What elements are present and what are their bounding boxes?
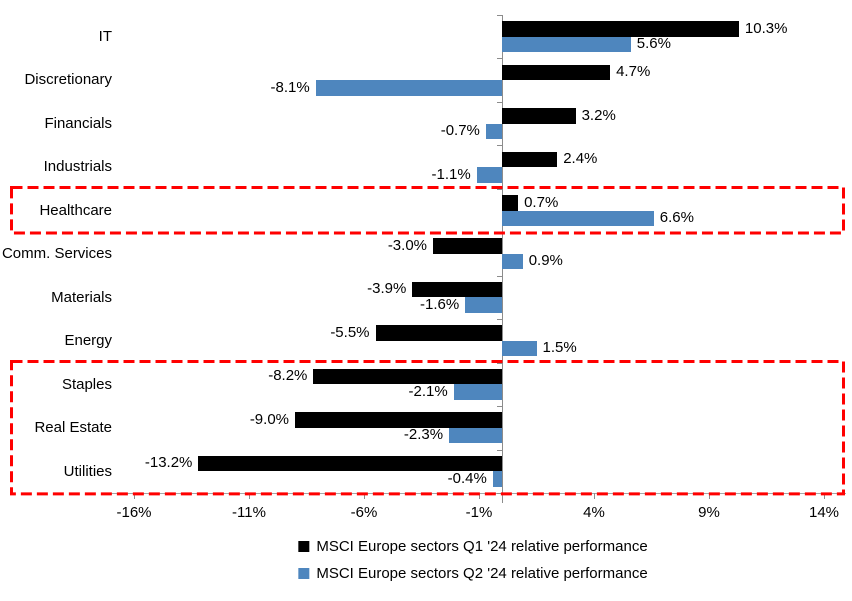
value-label-q2-real-estate: -2.3%	[403, 426, 444, 444]
legend-label-q1: MSCI Europe sectors Q1 '24 relative perf…	[316, 538, 648, 555]
category-label-materials: Materials	[51, 288, 112, 306]
bar-q2-industrials	[476, 167, 502, 183]
bar-q1-comm-services	[433, 238, 502, 254]
x-axis-tick-label: 4%	[583, 504, 605, 521]
category-axis-tick	[497, 58, 502, 60]
x-axis-tick	[594, 493, 595, 499]
category-axis-tick	[497, 319, 502, 321]
bar-q1-industrials	[502, 151, 558, 168]
category-axis-tick	[497, 406, 502, 408]
x-axis-tick	[134, 493, 135, 499]
value-label-q2-industrials: -1.1%	[431, 165, 471, 183]
bar-q2-real-estate	[449, 427, 502, 444]
highlight-box-healthcare-dashed-border	[10, 185, 845, 235]
category-label-energy: Energy	[64, 332, 112, 350]
category-axis-tick	[497, 101, 502, 103]
legend-item-q2: MSCI Europe sectors Q2 '24 relative perf…	[298, 565, 648, 582]
category-label-healthcare: Healthcare	[39, 201, 112, 219]
category-axis-tick	[497, 275, 502, 277]
x-axis-tick	[479, 493, 480, 499]
bar-q2-discretionary	[315, 80, 502, 96]
category-label-it: IT	[98, 28, 112, 45]
value-label-q1-energy: -5.5%	[330, 323, 370, 341]
x-axis-tick-label: 14%	[808, 504, 840, 521]
x-axis-tick-label: 9%	[698, 504, 720, 521]
value-label-q1-materials: -3.9%	[367, 280, 407, 298]
value-label-q1-utilities: -13.2%	[144, 454, 193, 472]
value-label-q2-it: 5.6%	[636, 35, 671, 53]
legend: MSCI Europe sectors Q1 '24 relative perf…	[298, 538, 648, 582]
x-axis-tick	[364, 493, 365, 499]
x-axis-tick-label: -6%	[350, 504, 378, 521]
legend-swatch-q1-icon	[298, 541, 310, 552]
value-label-q1-discretionary: 4.7%	[616, 63, 651, 81]
category-label-real-estate: Real Estate	[34, 419, 112, 437]
x-axis-tick-label: -16%	[116, 504, 152, 521]
bar-q2-it	[502, 36, 631, 53]
legend-swatch-q2-icon	[298, 568, 310, 579]
x-axis-tick-label: -11%	[232, 504, 266, 521]
value-label-q2-healthcare: 6.6%	[659, 209, 694, 227]
bar-q1-materials	[412, 281, 502, 298]
bar-q2-energy	[502, 340, 537, 357]
bar-q2-utilities	[492, 471, 502, 487]
bar-q1-financials	[502, 108, 576, 124]
x-axis-tick	[709, 493, 710, 499]
value-label-q1-industrials: 2.4%	[563, 150, 598, 168]
value-label-q1-comm-services: -3.0%	[387, 236, 427, 254]
category-label-industrials: Industrials	[43, 158, 112, 176]
category-axis-tick	[497, 188, 502, 190]
bar-q2-comm-services	[502, 253, 523, 270]
value-label-q1-staples: -8.2%	[268, 367, 308, 385]
bar-q1-it	[502, 21, 739, 37]
value-label-q2-energy: 1.5%	[542, 339, 577, 357]
bar-q2-materials	[465, 297, 502, 313]
bar-q2-staples	[453, 384, 502, 400]
value-label-q2-discretionary: -8.1%	[270, 78, 310, 96]
category-axis-bottom-tick	[502, 490, 503, 503]
value-label-q1-it: 10.3%	[744, 19, 788, 37]
category-label-comm-services: Comm. Services	[1, 245, 112, 263]
category-axis-tick	[497, 145, 502, 147]
value-label-q1-real-estate: -9.0%	[249, 410, 289, 428]
value-label-q2-staples: -2.1%	[408, 382, 448, 400]
bar-q2-healthcare	[502, 210, 654, 227]
x-axis-tick-label: -1%	[465, 504, 493, 521]
category-axis-tick	[497, 362, 502, 364]
bar-q1-energy	[375, 325, 502, 341]
bar-q1-discretionary	[502, 64, 611, 81]
category-label-financials: Financials	[44, 114, 112, 132]
bar-q2-financials	[485, 123, 502, 140]
category-axis-tick	[497, 232, 502, 234]
category-label-staples: Staples	[61, 375, 112, 393]
value-label-q2-utilities: -0.4%	[447, 469, 487, 487]
category-axis-tick	[497, 15, 502, 16]
highlight-box-healthcare	[10, 185, 845, 235]
legend-label-q2: MSCI Europe sectors Q2 '24 relative perf…	[316, 565, 648, 582]
bar-q1-healthcare	[502, 195, 519, 211]
category-axis-tick	[497, 449, 502, 451]
legend-item-q1: MSCI Europe sectors Q1 '24 relative perf…	[298, 538, 648, 555]
category-label-utilities: Utilities	[63, 462, 112, 480]
value-label-q2-comm-services: 0.9%	[528, 252, 563, 270]
value-label-q1-healthcare: 0.7%	[524, 193, 559, 211]
value-label-q1-financials: 3.2%	[581, 106, 616, 124]
value-label-q2-materials: -1.6%	[420, 295, 460, 313]
bar-q1-real-estate	[295, 412, 502, 428]
x-axis-tick	[824, 493, 825, 499]
category-label-discretionary: Discretionary	[24, 71, 112, 89]
value-label-q2-financials: -0.7%	[440, 122, 480, 140]
x-axis-tick	[249, 493, 250, 499]
